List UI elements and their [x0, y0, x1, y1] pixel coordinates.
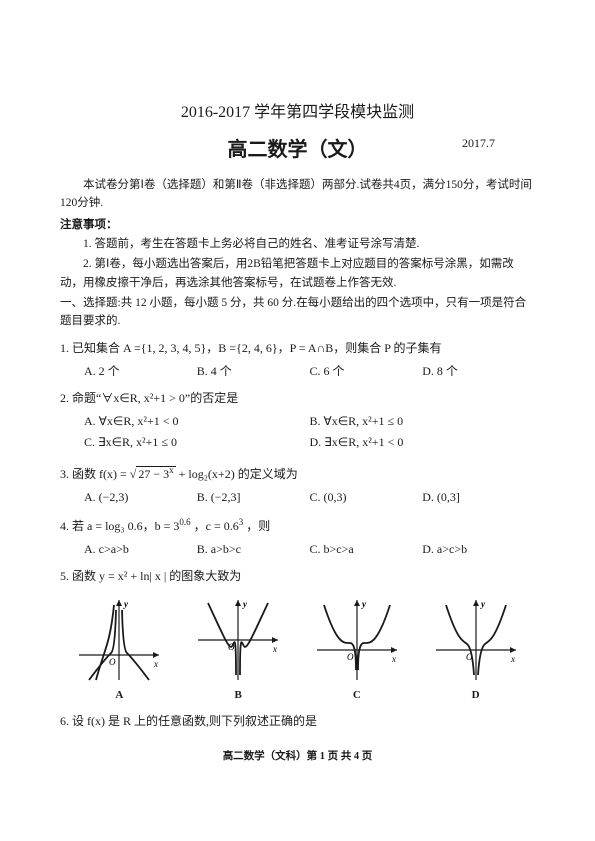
q3-opt-c: C. (0,3) — [310, 488, 423, 507]
question-5-graphs: O x y A O x y — [60, 595, 535, 705]
q4-stem-post: ，则 — [246, 519, 270, 533]
q4-opt-d: D. a>c>b — [422, 540, 535, 559]
graph-c: O x y C — [312, 595, 402, 705]
graph-a: O x y A — [74, 595, 164, 705]
question-6: 6. 设 f(x) 是 R 上的任意函数,则下列叙述正确的是 — [60, 712, 535, 731]
q2-opt-d: D. ∃x∈R, x²+1 < 0 — [310, 433, 536, 452]
svg-text:y: y — [242, 599, 248, 609]
question-1: 1. 已知集合 A ={1, 2, 3, 4, 5}，B ={2, 4, 6}，… — [60, 339, 535, 358]
q3-formula: √27 − 3x + log₂(x+2) — [130, 466, 235, 481]
intro-text: 本试卷分第Ⅰ卷（选择题）和第Ⅱ卷（非选择题）两部分.试卷共4页，满分150分，考… — [60, 176, 535, 213]
exam-date: 2017.7 — [462, 134, 495, 153]
graph-c-label: C — [353, 687, 361, 705]
question-1-options: A. 2 个 B. 4 个 C. 6 个 D. 8 个 — [84, 362, 535, 381]
q4-stem-pre: 4. 若 a = log₃ 0.6，b = 3 — [60, 519, 179, 533]
q1-opt-a: A. 2 个 — [84, 362, 197, 381]
question-2-options: A. ∀x∈R, x²+1 < 0 B. ∀x∈R, x²+1 ≤ 0 C. ∃… — [84, 412, 535, 454]
q4-opt-b: B. a>b>c — [197, 540, 310, 559]
graph-b: O x y B — [193, 595, 283, 705]
svg-text:x: x — [391, 654, 396, 664]
notice-header: 注意事项： — [60, 216, 535, 234]
graph-a-label: A — [115, 687, 123, 705]
section-1-header: 一、选择题:共 12 小题，每小题 5 分，共 60 分.在每小题给出的四个选项… — [60, 294, 535, 331]
q3-stem-post: 的定义域为 — [238, 467, 298, 481]
q1-opt-d: D. 8 个 — [422, 362, 535, 381]
notice-2: 2. 第Ⅰ卷，每小题选出答案后，用2B铅笔把答题卡上对应题目的答案标号涂黑，如需… — [60, 255, 535, 292]
q4-opt-a: A. c>a>b — [84, 540, 197, 559]
subject-row: 高二数学（文） 2017.7 — [60, 134, 535, 166]
q2-opt-b: B. ∀x∈R, x²+1 ≤ 0 — [310, 412, 536, 431]
page-footer: 高二数学（文科）第 1 页 共 4 页 — [60, 749, 535, 766]
subject: 高二数学（文） — [228, 134, 368, 166]
header-title: 2016-2017 学年第四学段模块监测 — [60, 100, 535, 126]
q4-stem-mid: ，c = 0.6 — [194, 519, 239, 533]
svg-text:x: x — [272, 644, 277, 654]
q2-opt-c: C. ∃x∈R, x²+1 ≤ 0 — [84, 433, 310, 452]
notice-1: 1. 答题前，考生在答题卡上务必将自己的姓名、准考证号涂写清楚. — [60, 235, 535, 253]
q1-opt-b: B. 4 个 — [197, 362, 310, 381]
question-2: 2. 命题“∀x∈R, x²+1 > 0”的否定是 — [60, 389, 535, 408]
svg-text:y: y — [480, 599, 486, 609]
q1-opt-c: C. 6 个 — [310, 362, 423, 381]
svg-text:O: O — [347, 652, 354, 662]
question-5: 5. 函数 y = x² + ln| x | 的图象大致为 — [60, 567, 535, 586]
q3-opt-b: B. (−2,3] — [197, 488, 310, 507]
graph-d-label: D — [472, 687, 480, 705]
svg-text:x: x — [153, 659, 158, 669]
question-3-options: A. (−2,3) B. (−2,3] C. (0,3) D. (0,3] — [84, 488, 535, 507]
question-4: 4. 若 a = log₃ 0.6，b = 30.6 ，c = 0.63 ，则 — [60, 515, 535, 536]
svg-text:x: x — [510, 654, 515, 664]
exam-page: 2016-2017 学年第四学段模块监测 高二数学（文） 2017.7 本试卷分… — [0, 0, 595, 841]
graph-d: O x y D — [431, 595, 521, 705]
svg-text:y: y — [361, 599, 367, 609]
q3-opt-d: D. (0,3] — [422, 488, 535, 507]
svg-text:O: O — [109, 657, 116, 667]
q4-opt-c: C. b>c>a — [310, 540, 423, 559]
q3-stem-pre: 3. 函数 f(x) = — [60, 467, 130, 481]
graph-b-label: B — [234, 687, 241, 705]
q3-opt-a: A. (−2,3) — [84, 488, 197, 507]
question-4-options: A. c>a>b B. a>b>c C. b>c>a D. a>c>b — [84, 540, 535, 559]
q2-opt-a: A. ∀x∈R, x²+1 < 0 — [84, 412, 310, 431]
question-3: 3. 函数 f(x) = √27 − 3x + log₂(x+2) 的定义域为 — [60, 463, 535, 484]
